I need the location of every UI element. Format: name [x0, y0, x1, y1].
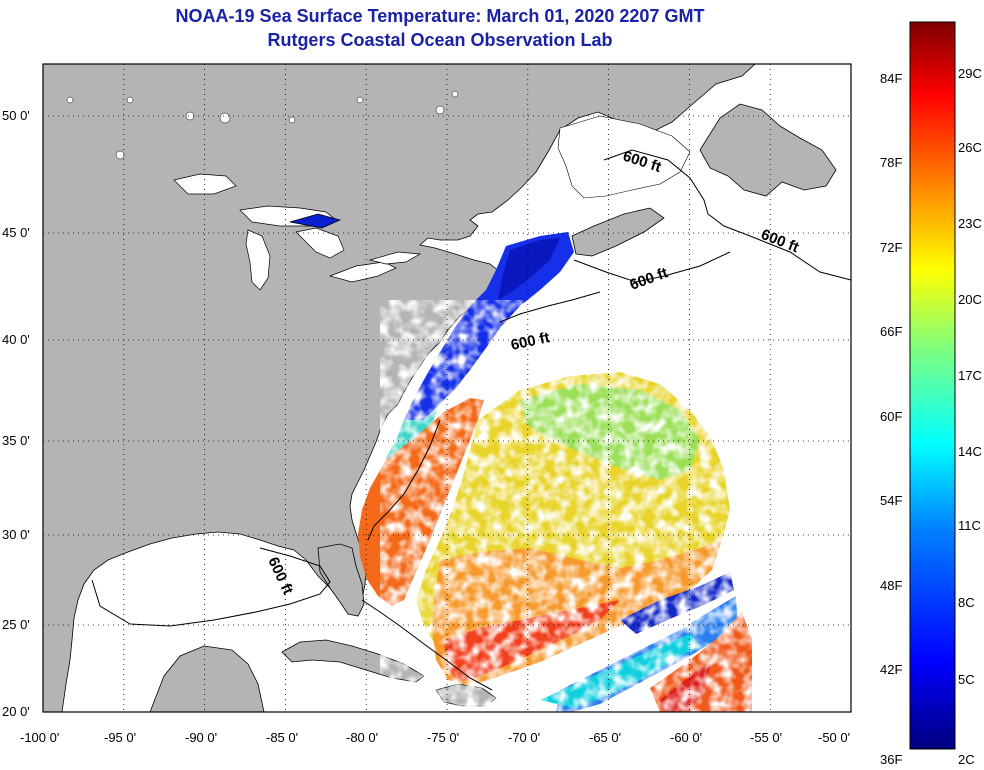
x-tick-label: -55 0' [750, 730, 782, 745]
x-tick-label: -90 0' [185, 730, 217, 745]
colorbar-f-label: 54F [880, 493, 902, 508]
land-yucatan [149, 645, 265, 712]
colorbar-c-label: 17C [958, 368, 982, 383]
y-tick-label: 45 0' [2, 225, 30, 240]
colorbar-f-label: 60F [880, 409, 902, 424]
colorbar-celsius-labels: 29C 26C 23C 20C 17C 14C 11C 8C 5C 2C [958, 66, 982, 767]
colorbar-c-label: 26C [958, 140, 982, 155]
y-tick-label: 25 0' [2, 617, 30, 632]
colorbar-c-label: 5C [958, 672, 975, 687]
great-lakes [173, 173, 422, 291]
colorbar-f-label: 78F [880, 155, 902, 170]
colorbar-c-label: 2C [958, 752, 975, 767]
x-tick-label: -100 0' [20, 730, 59, 745]
colorbar-c-label: 29C [958, 66, 982, 81]
y-tick-label: 50 0' [2, 108, 30, 123]
colorbar: 84F 78F 72F 66F 60F 54F 48F 42F 36F 29C … [880, 21, 982, 767]
y-tick-label: 30 0' [2, 527, 30, 542]
sst-data [358, 232, 752, 712]
colorbar-f-label: 36F [880, 752, 902, 767]
x-tick-label: -70 0' [508, 730, 540, 745]
colorbar-c-label: 8C [958, 595, 975, 610]
colorbar-c-label: 23C [958, 216, 982, 231]
colorbar-f-label: 84F [880, 71, 902, 86]
x-axis-ticks: -100 0' -95 0' -90 0' -85 0' -80 0' -75 … [20, 730, 850, 745]
land-nova-scotia [571, 207, 665, 257]
x-tick-label: -85 0' [266, 730, 298, 745]
y-axis-ticks: 50 0' 45 0' 40 0' 35 0' 30 0' 25 0' 20 0… [2, 108, 30, 719]
colorbar-gradient [909, 21, 956, 750]
y-tick-label: 35 0' [2, 433, 30, 448]
colorbar-f-label: 48F [880, 578, 902, 593]
x-tick-label: -75 0' [427, 730, 459, 745]
x-tick-label: -65 0' [589, 730, 621, 745]
land-newfoundland [699, 103, 837, 197]
colorbar-f-label: 66F [880, 324, 902, 339]
x-tick-label: -95 0' [104, 730, 136, 745]
x-tick-label: -50 0' [818, 730, 850, 745]
map-subtitle: Rutgers Coastal Ocean Observation Lab [267, 30, 613, 50]
colorbar-fahrenheit-labels: 84F 78F 72F 66F 60F 54F 48F 42F 36F [880, 71, 902, 767]
map-title: NOAA-19 Sea Surface Temperature: March 0… [175, 6, 705, 26]
isobath-contours [91, 149, 851, 691]
y-tick-label: 20 0' [2, 704, 30, 719]
scattered-lakes [66, 90, 459, 160]
x-tick-label: -80 0' [346, 730, 378, 745]
map-frame [42, 63, 852, 713]
land-florida [317, 543, 365, 617]
colorbar-c-label: 11C [958, 518, 981, 533]
colorbar-c-label: 20C [958, 292, 982, 307]
colorbar-f-label: 72F [880, 240, 902, 255]
colorbar-c-label: 14C [958, 444, 982, 459]
colorbar-f-label: 42F [880, 662, 902, 677]
gulf-st-lawrence [557, 115, 691, 199]
x-tick-label: -60 0' [670, 730, 702, 745]
y-tick-label: 40 0' [2, 332, 30, 347]
